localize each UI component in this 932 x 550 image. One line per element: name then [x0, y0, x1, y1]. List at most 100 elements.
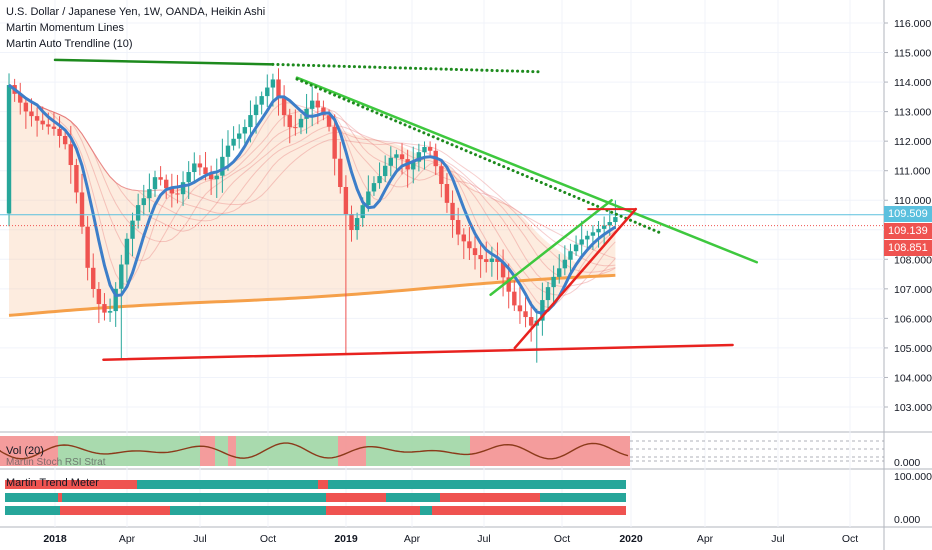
- price-tag-red-1: 109.139: [884, 223, 932, 239]
- chart-legend: U.S. Dollar / Japanese Yen, 1W, OANDA, H…: [6, 4, 265, 52]
- candle-body: [585, 235, 590, 240]
- candle-body: [607, 222, 612, 226]
- trend-meter-cell: [137, 480, 318, 489]
- candle-body: [394, 154, 399, 158]
- candle-body: [147, 189, 152, 199]
- y-tick-label: 107.000: [894, 284, 932, 296]
- x-tick-label: Oct: [842, 533, 858, 545]
- candle-body: [354, 218, 360, 231]
- y-tick-label: 106.000: [894, 313, 932, 325]
- candle-body: [528, 317, 534, 326]
- trend-meter-label[interactable]: Martin Trend Meter: [6, 477, 99, 489]
- candle-body: [411, 161, 416, 170]
- x-tick-label: Oct: [260, 533, 276, 545]
- candle-body: [551, 276, 556, 288]
- candle-body: [192, 163, 197, 173]
- candle-body: [91, 267, 96, 289]
- candle-body: [377, 176, 382, 184]
- candle-body: [57, 128, 62, 137]
- candle-body: [568, 251, 573, 260]
- y-tick-label: 113.000: [894, 107, 931, 119]
- candle-body: [613, 217, 618, 223]
- candle-body: [186, 172, 191, 183]
- trendline-dotted-descending: [295, 77, 662, 235]
- candle-body: [130, 220, 135, 239]
- candle-body: [293, 127, 298, 129]
- candle-body: [62, 136, 68, 145]
- candle-body: [596, 228, 601, 233]
- stoch-band: [228, 436, 236, 466]
- candle-body: [579, 239, 584, 245]
- candle-body: [338, 158, 343, 187]
- candle-body: [6, 85, 12, 214]
- x-tick-label: Jul: [477, 533, 490, 545]
- candle-body: [321, 107, 326, 116]
- candle-body: [495, 258, 500, 262]
- y-tick-label: 115.000: [894, 48, 931, 60]
- x-tick-label: 2018: [43, 533, 67, 545]
- candle-body: [237, 133, 242, 139]
- trend-meter-cell: [432, 506, 626, 515]
- candle-body: [231, 138, 236, 146]
- candle-body: [124, 238, 130, 265]
- candle-body: [79, 192, 85, 227]
- candle-body: [439, 166, 444, 185]
- trendline-upper-resistance: [53, 58, 275, 66]
- stoch-rsi-label[interactable]: Martin Stoch RSI Strat: [6, 457, 106, 468]
- candle-body: [455, 220, 461, 235]
- candle-body: [349, 214, 354, 231]
- candle-body: [382, 165, 388, 177]
- candle-body: [512, 291, 517, 306]
- stoch-band: [470, 436, 536, 466]
- candle-body: [203, 167, 208, 175]
- trend-meter-cell: [5, 480, 137, 489]
- candle-body: [29, 111, 34, 117]
- trend-meter-cell: [5, 506, 60, 515]
- candle-body: [478, 255, 483, 260]
- candle-body: [40, 120, 45, 125]
- last-price-tag: 109.509: [884, 206, 932, 222]
- candle-body: [175, 193, 180, 195]
- candle-body: [517, 305, 523, 312]
- candle-body: [601, 225, 607, 229]
- candle-body: [540, 300, 545, 321]
- candle-body: [461, 234, 466, 242]
- candle-body: [119, 264, 124, 289]
- price-tag-red-2: 108.851: [884, 240, 932, 256]
- candle-body: [557, 268, 562, 277]
- candle-body: [500, 261, 506, 278]
- x-tick-label: Oct: [554, 533, 570, 545]
- stoch-line: [0, 442, 629, 460]
- trend-meter-cell: [540, 493, 626, 502]
- candle-body: [102, 304, 107, 313]
- candle-body: [225, 145, 231, 157]
- candle-body: [158, 177, 163, 180]
- candle-body: [281, 98, 287, 116]
- candle-body: [332, 126, 337, 159]
- x-tick-label: 2020: [619, 533, 643, 545]
- candle-body: [450, 202, 455, 221]
- candle-body: [141, 198, 146, 206]
- candle-body: [276, 79, 281, 99]
- candle-body: [51, 126, 57, 129]
- y-tick-label: 105.000: [894, 343, 932, 355]
- indicator-auto-trendline[interactable]: Martin Auto Trendline (10): [6, 38, 133, 50]
- candle-body: [422, 147, 427, 153]
- candle-body: [18, 93, 23, 103]
- candle-body: [590, 232, 596, 236]
- candle-body: [164, 179, 169, 189]
- candle-body: [388, 157, 393, 166]
- x-tick-label: 2019: [334, 533, 358, 545]
- y-tick-label: 104.000: [894, 372, 932, 384]
- candle-body: [214, 175, 219, 180]
- candle-body: [180, 182, 186, 195]
- x-tick-label: Apr: [697, 533, 714, 545]
- candle-body: [74, 165, 79, 193]
- trendline-descending-green: [295, 76, 759, 264]
- vol-label[interactable]: Vol (20): [6, 445, 44, 457]
- candle-body: [467, 241, 472, 249]
- indicator-momentum-lines[interactable]: Martin Momentum Lines: [6, 22, 124, 34]
- y-tick-label: 108.000: [894, 254, 932, 266]
- candle-body: [366, 191, 371, 206]
